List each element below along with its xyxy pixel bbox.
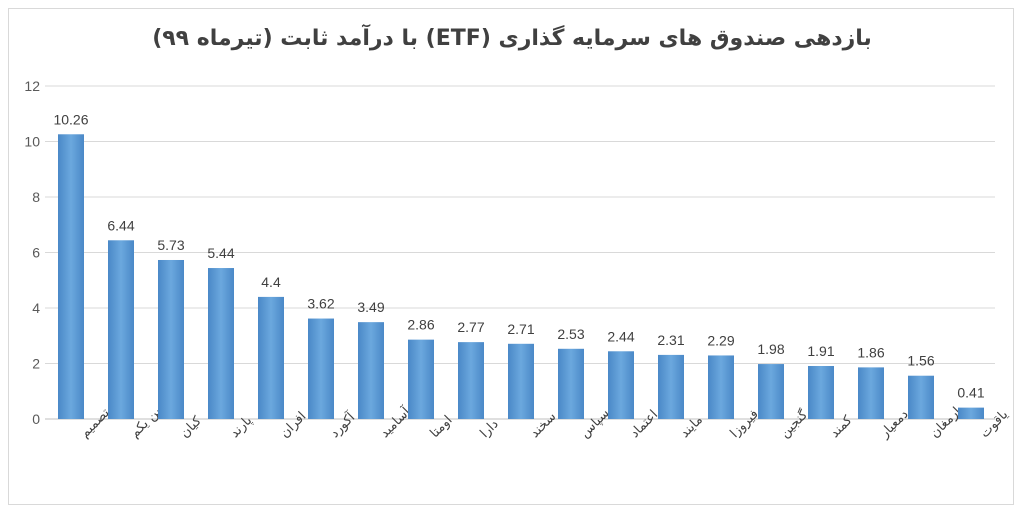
data-label: 2.53 — [557, 326, 584, 342]
bar — [408, 339, 434, 419]
y-tick-label: 6 — [32, 245, 40, 261]
bar — [708, 355, 734, 419]
data-label: 4.4 — [261, 274, 281, 290]
data-label: 2.29 — [707, 332, 734, 348]
data-label: 1.98 — [757, 341, 784, 357]
bar — [808, 365, 834, 419]
x-tick-label: دارا — [477, 417, 501, 441]
data-label: 3.62 — [307, 296, 334, 312]
bar — [308, 318, 334, 419]
data-label: 1.56 — [907, 353, 934, 369]
data-label: 6.44 — [107, 217, 134, 233]
bar — [558, 348, 584, 419]
data-label: 0.41 — [957, 385, 984, 401]
bar — [358, 322, 384, 419]
data-label: 1.91 — [807, 343, 834, 359]
bar — [958, 407, 984, 419]
bar — [858, 367, 884, 419]
bar — [208, 268, 234, 419]
data-label: 2.77 — [457, 319, 484, 335]
y-tick-label: 10 — [24, 134, 40, 150]
bar — [658, 354, 684, 419]
bar — [258, 296, 284, 419]
bar — [608, 351, 634, 419]
y-tick-label: 8 — [32, 189, 40, 205]
data-label: 3.49 — [357, 299, 384, 315]
bar — [508, 343, 534, 419]
bar — [158, 259, 184, 419]
bar — [58, 134, 84, 419]
bar — [758, 364, 784, 419]
y-tick-label: 12 — [24, 78, 40, 94]
bar — [108, 240, 134, 419]
data-label: 2.71 — [507, 321, 534, 337]
data-label: 5.73 — [157, 237, 184, 253]
data-label: 5.44 — [207, 245, 234, 261]
data-label: 10.26 — [53, 111, 88, 127]
data-label: 1.86 — [857, 344, 884, 360]
chart-title: بازدهی صندوق های سرمایه گذاری (ETF) با د… — [152, 26, 872, 51]
bar — [908, 375, 934, 419]
y-tick-label: 0 — [32, 411, 40, 427]
chart-frame — [8, 8, 1014, 505]
y-tick-label: 2 — [32, 356, 40, 372]
data-label: 2.31 — [657, 332, 684, 348]
data-label: 2.44 — [607, 328, 634, 344]
data-label: 2.86 — [407, 317, 434, 333]
bar — [458, 342, 484, 419]
y-tick-label: 4 — [32, 300, 40, 316]
